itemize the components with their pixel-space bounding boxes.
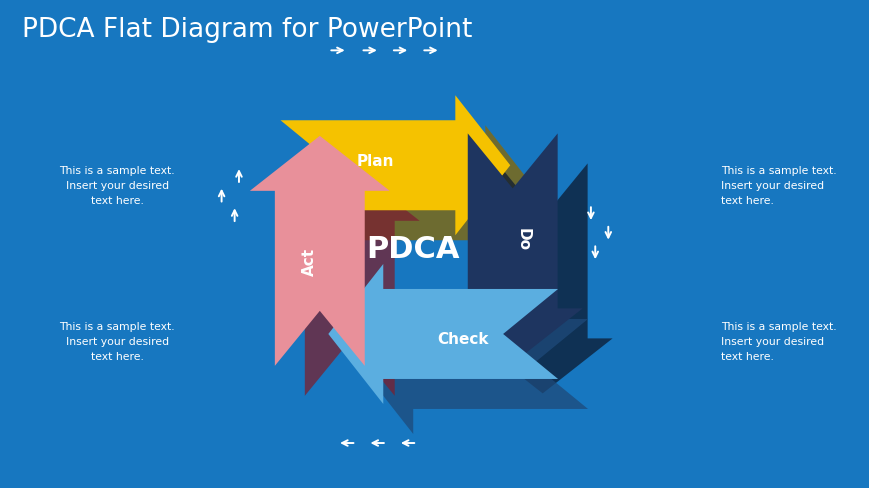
Polygon shape	[249, 137, 389, 366]
Text: PDCA Flat Diagram for PowerPoint: PDCA Flat Diagram for PowerPoint	[22, 17, 472, 43]
Polygon shape	[310, 126, 540, 265]
Text: This is a sample text.
Insert your desired
text here.: This is a sample text. Insert your desir…	[720, 322, 836, 361]
Polygon shape	[472, 164, 612, 394]
Text: Do: Do	[514, 227, 529, 250]
Polygon shape	[328, 264, 557, 404]
Text: Plan: Plan	[356, 153, 394, 168]
Text: This is a sample text.
Insert your desired
text here.: This is a sample text. Insert your desir…	[59, 166, 175, 205]
Text: This is a sample text.
Insert your desired
text here.: This is a sample text. Insert your desir…	[59, 322, 175, 361]
Polygon shape	[280, 96, 510, 236]
Polygon shape	[358, 294, 587, 434]
Text: Act: Act	[302, 247, 317, 275]
Text: This is a sample text.
Insert your desired
text here.: This is a sample text. Insert your desir…	[720, 166, 836, 205]
Text: Check: Check	[437, 332, 488, 347]
Polygon shape	[280, 166, 419, 396]
Text: PDCA: PDCA	[366, 234, 459, 264]
Polygon shape	[442, 134, 582, 364]
